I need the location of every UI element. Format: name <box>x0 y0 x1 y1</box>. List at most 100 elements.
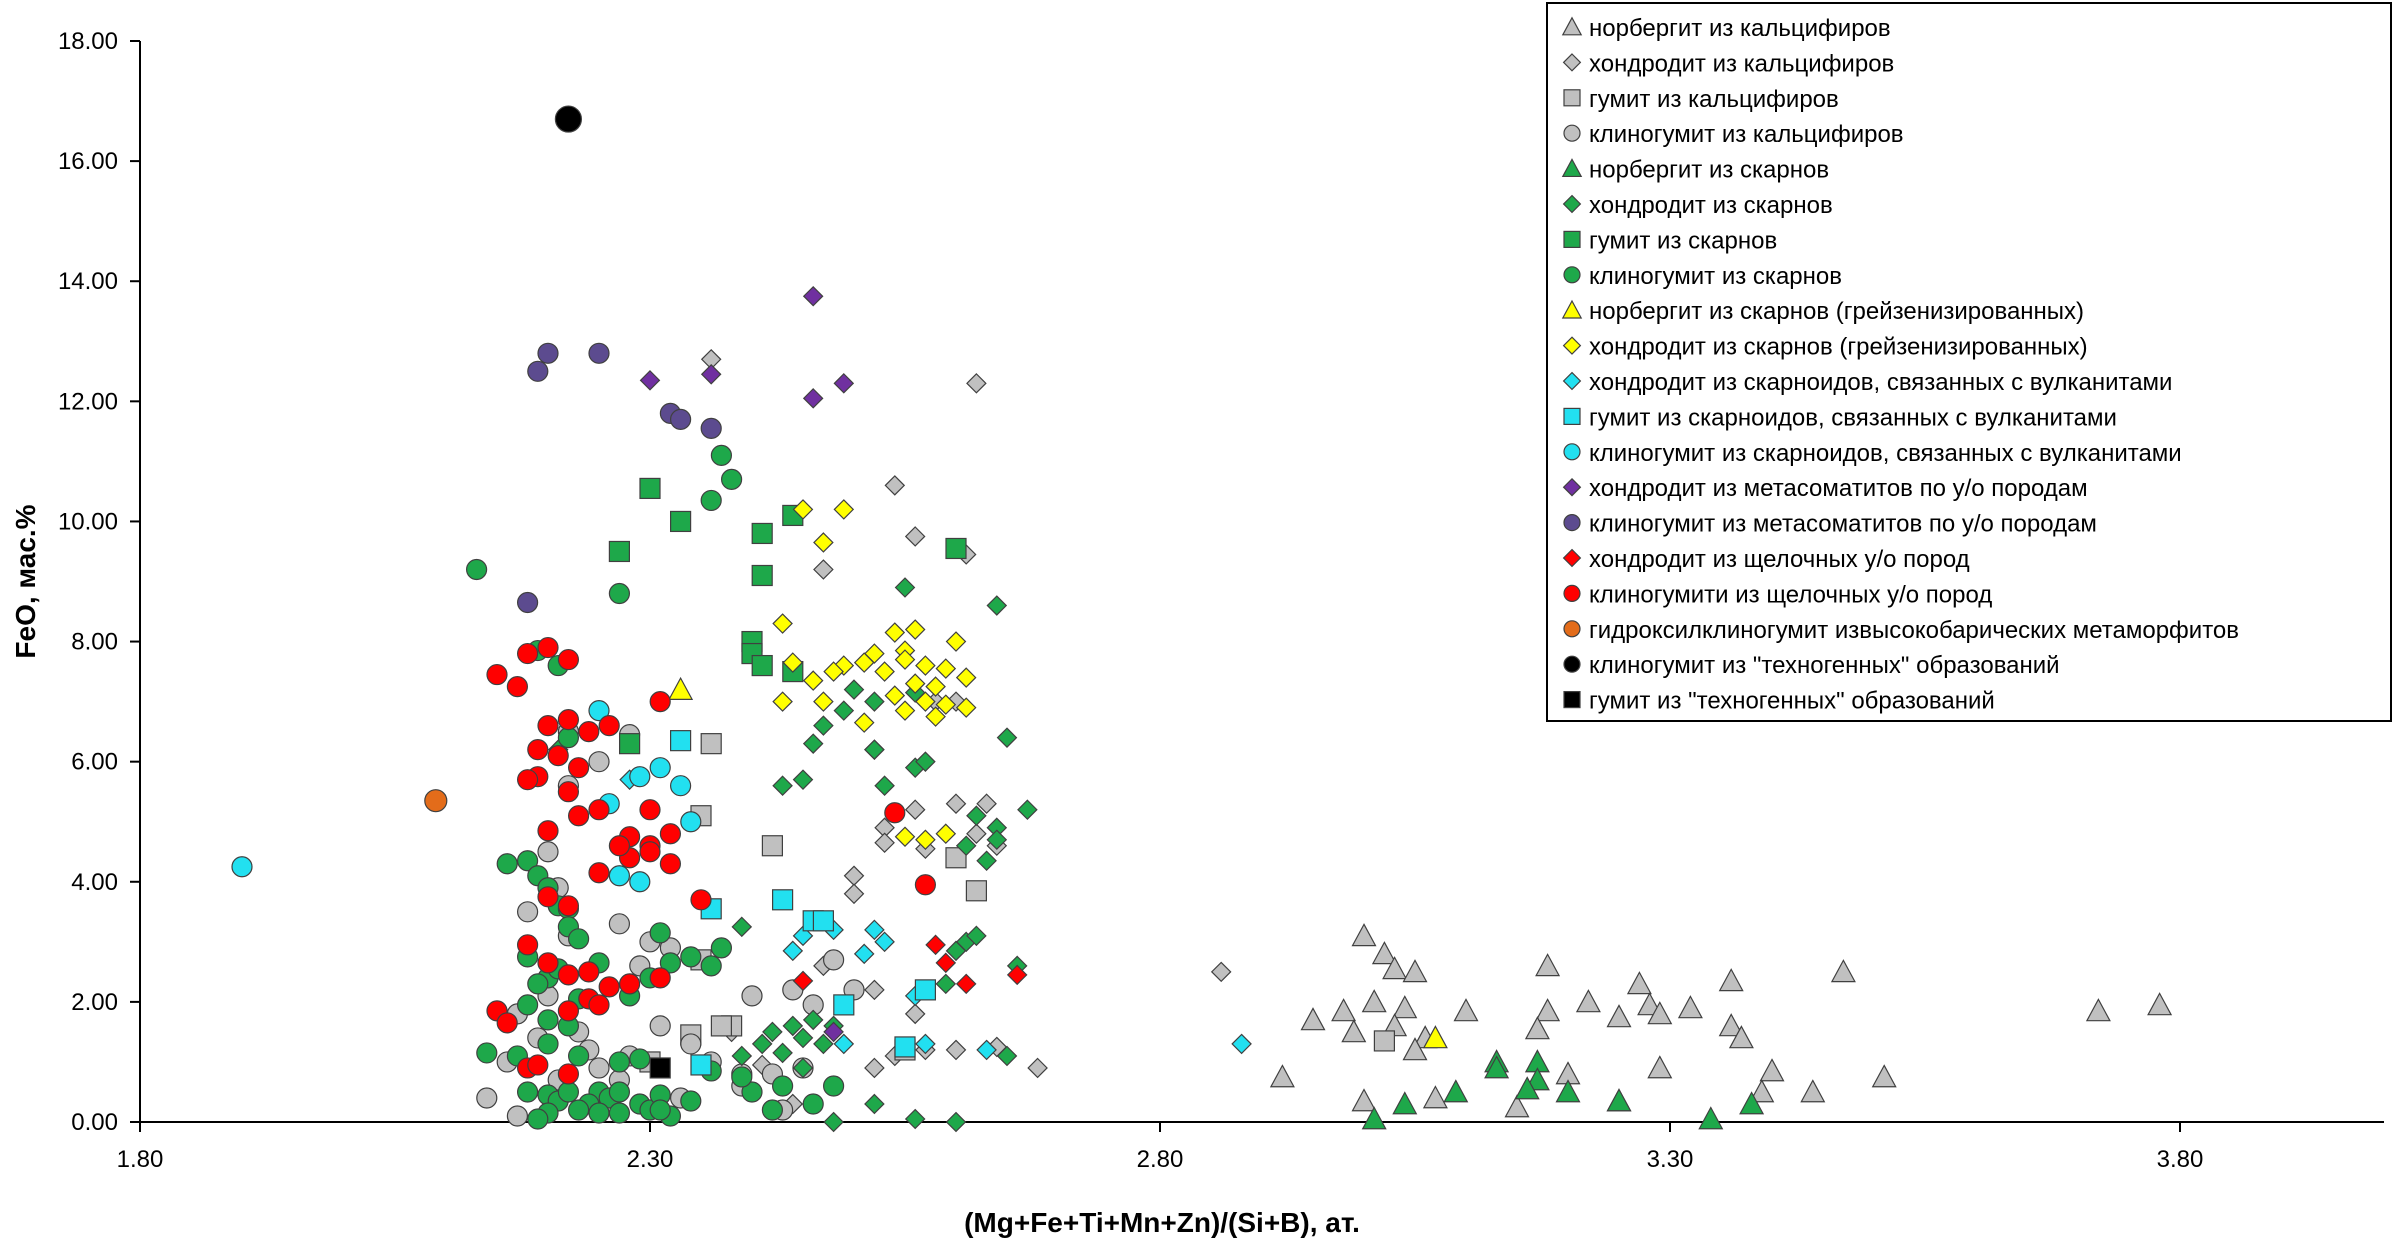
data-point <box>578 721 600 743</box>
data-point <box>2085 998 2111 1022</box>
legend-entry-label: клиногумит из "техногенных" образований <box>1589 652 2060 679</box>
data-point <box>1484 1055 1510 1079</box>
series-points <box>486 636 937 1085</box>
data-point <box>904 1003 926 1025</box>
x-axis-title: (Mg+Fe+Ti+Mn+Zn)/(Si+B), ат. <box>964 1207 1360 1238</box>
series-points <box>669 730 937 1076</box>
legend-entry-label: клиногумити из щелочных у/о пород <box>1589 581 1992 608</box>
data-point <box>853 943 875 965</box>
x-tick-label: 3.30 <box>1647 1146 1694 1173</box>
data-point <box>874 931 895 953</box>
data-point <box>751 1033 773 1055</box>
data-point <box>864 979 885 1001</box>
data-point <box>843 865 865 887</box>
data-point <box>894 826 916 848</box>
data-point <box>516 901 539 923</box>
legend-entry-label: клиногумит из метасоматитов по у/о пород… <box>1589 511 2097 538</box>
data-point <box>1524 1067 1550 1091</box>
data-point <box>527 1054 549 1076</box>
data-point <box>1637 992 1663 1016</box>
data-point <box>649 1015 671 1037</box>
data-point <box>904 1108 926 1130</box>
data-point <box>629 871 651 893</box>
data-point <box>554 105 583 133</box>
data-point <box>598 715 620 737</box>
data-point <box>1749 1079 1775 1103</box>
data-point <box>1210 961 1232 983</box>
data-point <box>608 1081 631 1103</box>
legend-entry-label: хондродит из скарнов (грейзенизированных… <box>1589 334 2088 361</box>
data-point <box>680 946 702 968</box>
series-points <box>424 789 448 813</box>
data-point <box>935 658 957 679</box>
data-point <box>700 364 722 385</box>
legend-marker <box>1563 407 1581 425</box>
data-point <box>761 835 784 857</box>
data-point <box>935 823 957 845</box>
data-point <box>1269 1064 1295 1088</box>
data-point <box>486 663 508 686</box>
x-tick-label: 2.30 <box>627 1146 674 1173</box>
data-point <box>1392 1091 1418 1115</box>
data-point <box>668 676 694 700</box>
data-point <box>904 619 926 640</box>
legend-entry-label: хондродит из щелочных у/о пород <box>1589 546 1970 573</box>
data-point <box>976 1039 997 1061</box>
data-point <box>547 745 569 767</box>
data-point <box>915 829 936 851</box>
data-point <box>935 973 957 995</box>
data-point <box>2147 992 2173 1016</box>
data-point <box>833 655 855 676</box>
data-point <box>588 799 610 821</box>
data-point <box>710 1015 733 1037</box>
data-point <box>567 928 590 950</box>
series-points <box>649 1057 671 1079</box>
data-point <box>762 1021 783 1043</box>
data-point <box>1739 1091 1765 1115</box>
series-points <box>639 285 855 1043</box>
data-point <box>537 820 559 842</box>
data-point <box>1422 1025 1448 1049</box>
data-point <box>874 775 895 796</box>
legend-box <box>1546 2 2392 722</box>
data-point <box>812 910 835 932</box>
data-point <box>813 715 834 736</box>
data-point <box>904 799 926 821</box>
data-point <box>864 739 885 760</box>
data-point <box>557 709 580 731</box>
series-points <box>554 105 583 133</box>
legend-marker <box>1562 336 1582 355</box>
legend-marker <box>1563 266 1581 284</box>
data-point <box>915 751 936 772</box>
data-point <box>1504 1094 1530 1118</box>
data-point <box>516 850 539 872</box>
data-point <box>864 1093 885 1115</box>
data-point <box>945 1111 967 1133</box>
data-point <box>1017 799 1038 821</box>
data-point <box>894 700 916 721</box>
data-point <box>853 712 875 733</box>
data-point <box>608 913 631 935</box>
data-point <box>772 613 793 634</box>
data-point <box>516 769 539 791</box>
data-point <box>557 727 580 749</box>
data-point <box>639 477 661 500</box>
data-point <box>659 952 682 974</box>
data-point <box>1300 1007 1326 1031</box>
data-point <box>1371 941 1397 965</box>
data-point <box>608 865 631 887</box>
legend-marker <box>1562 548 1582 568</box>
data-point <box>649 1099 671 1121</box>
data-point <box>1830 959 1856 983</box>
data-point <box>629 1048 651 1070</box>
data-point <box>1361 1106 1387 1130</box>
legend-entry-label: хондродит из скарнов <box>1589 192 1833 219</box>
y-tick-label: 4.00 <box>71 869 118 896</box>
data-point <box>588 862 610 884</box>
series-points <box>608 477 967 755</box>
legend-marker <box>1562 194 1582 214</box>
y-tick-label: 6.00 <box>71 749 118 776</box>
data-point <box>792 1057 814 1079</box>
data-point <box>618 973 641 995</box>
data-point <box>557 964 580 986</box>
